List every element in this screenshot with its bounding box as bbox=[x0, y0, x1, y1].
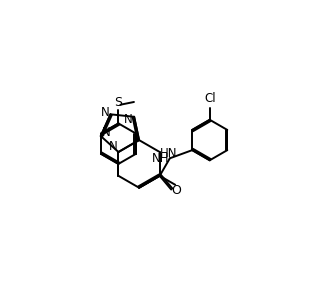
Text: N: N bbox=[101, 126, 110, 139]
Text: HN: HN bbox=[160, 147, 177, 160]
Text: N: N bbox=[100, 106, 109, 119]
Text: O: O bbox=[171, 185, 181, 198]
Text: NH: NH bbox=[152, 152, 170, 165]
Text: N: N bbox=[124, 113, 133, 126]
Text: N: N bbox=[109, 140, 118, 153]
Text: S: S bbox=[114, 96, 122, 109]
Text: Cl: Cl bbox=[204, 91, 215, 104]
